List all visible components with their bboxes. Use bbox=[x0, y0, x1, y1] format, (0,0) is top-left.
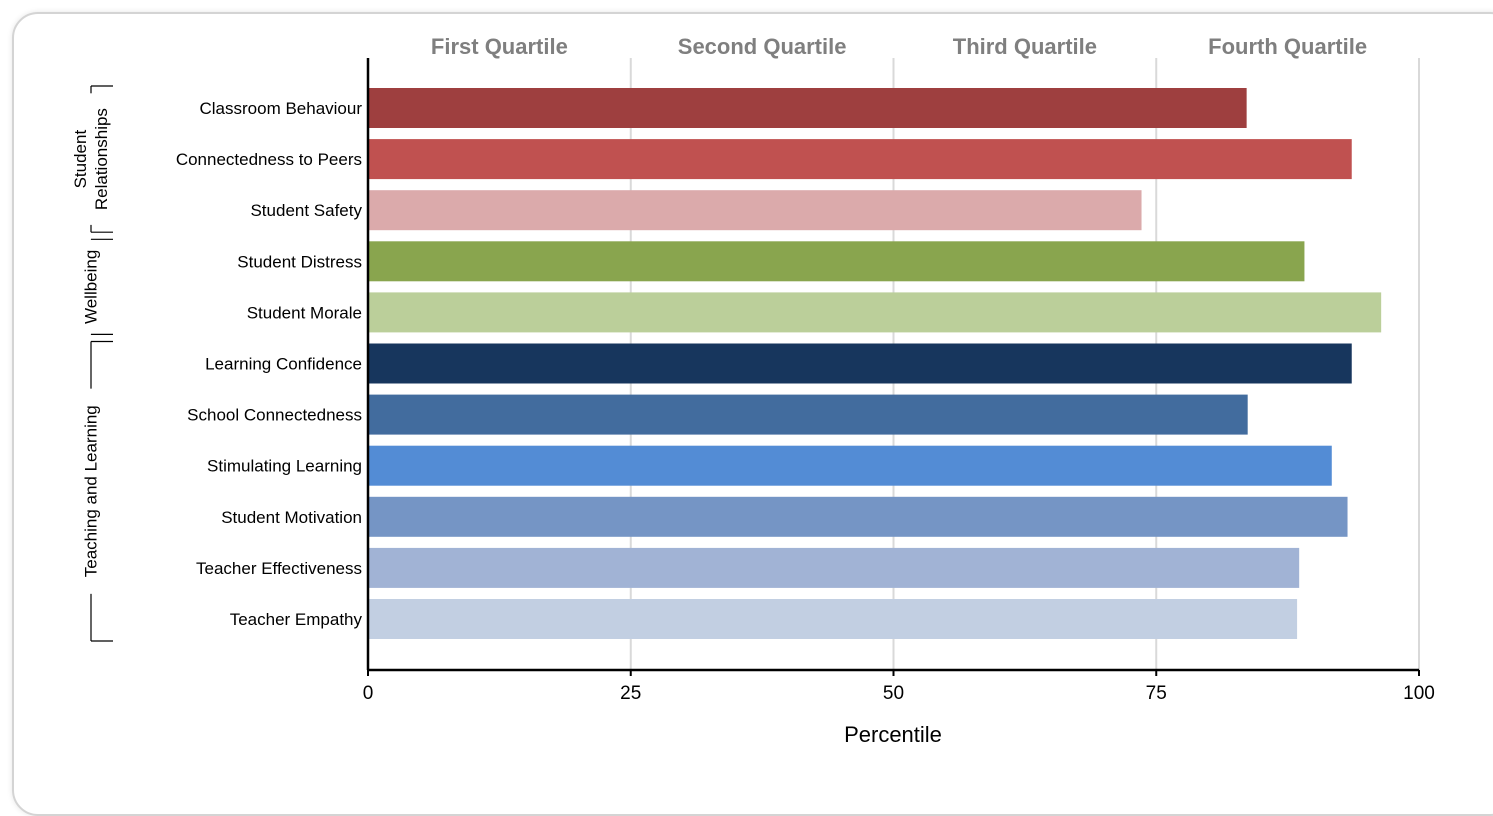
bar bbox=[368, 344, 1352, 384]
bar bbox=[368, 241, 1304, 281]
x-tick-label: 25 bbox=[620, 683, 641, 704]
quartile-label: Fourth Quartile bbox=[1208, 34, 1367, 59]
group-label: Teaching and Learning bbox=[81, 405, 100, 577]
group-label: Student bbox=[71, 130, 90, 189]
quartile-label: First Quartile bbox=[431, 34, 568, 59]
quartile-label: Third Quartile bbox=[953, 34, 1097, 59]
group-label: Relationships bbox=[92, 108, 111, 210]
bar bbox=[368, 497, 1348, 537]
bar bbox=[368, 446, 1332, 486]
x-tick-label: 100 bbox=[1403, 683, 1435, 704]
category-label: Student Motivation bbox=[221, 508, 362, 527]
bars bbox=[368, 88, 1381, 639]
x-tick-label: 0 bbox=[363, 683, 374, 704]
x-tick-label: 50 bbox=[883, 683, 904, 704]
category-label: Learning Confidence bbox=[205, 355, 362, 374]
category-label: Student Morale bbox=[247, 303, 362, 322]
category-label: Student Safety bbox=[250, 201, 362, 220]
category-label: Stimulating Learning bbox=[207, 457, 362, 476]
bar bbox=[368, 88, 1247, 128]
percentile-bar-chart: 0 25 50 75 100 First Quartile Second Quartile… bbox=[0, 0, 1493, 785]
category-label: Connectedness to Peers bbox=[176, 150, 362, 169]
x-axis-title: Percentile bbox=[844, 722, 942, 747]
bar bbox=[368, 292, 1381, 332]
group-label: Wellbeing bbox=[81, 250, 100, 324]
bar bbox=[368, 395, 1248, 435]
bar bbox=[368, 599, 1297, 639]
category-label: Classroom Behaviour bbox=[199, 99, 362, 118]
category-label: Teacher Effectiveness bbox=[196, 559, 362, 578]
quartile-label: Second Quartile bbox=[678, 34, 847, 59]
category-label: School Connectedness bbox=[187, 406, 362, 425]
category-label: Student Distress bbox=[237, 252, 362, 271]
group-brackets: Student Relationships Wellbeing Teaching an… bbox=[71, 86, 113, 641]
bar bbox=[368, 190, 1142, 230]
category-label: Teacher Empathy bbox=[230, 610, 363, 629]
bar bbox=[368, 139, 1352, 179]
bar bbox=[368, 548, 1299, 588]
x-tick-label: 75 bbox=[1146, 683, 1167, 704]
